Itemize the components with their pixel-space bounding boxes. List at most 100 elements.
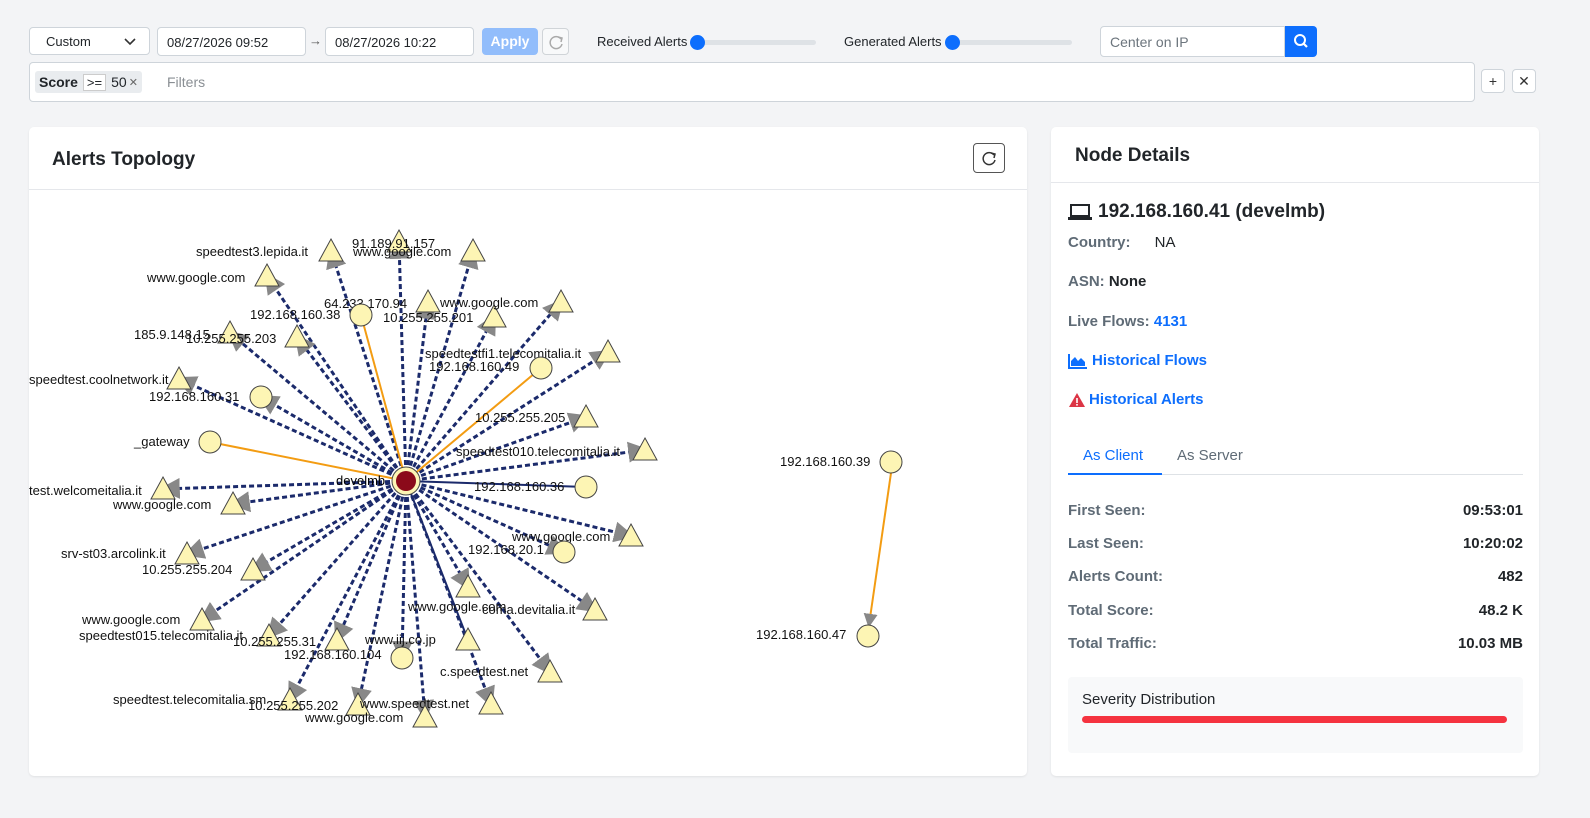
add-filter-button[interactable]: + xyxy=(1481,69,1505,93)
topology-node[interactable]: _gateway xyxy=(133,430,222,454)
topology-node[interactable]: www.iij.co.jp xyxy=(364,626,481,651)
topology-node[interactable]: www.speedtest.net xyxy=(359,690,504,715)
topology-node[interactable]: 91.189.91.157 xyxy=(352,228,435,253)
topology-node[interactable]: www.google.com xyxy=(304,703,438,728)
topology-node[interactable]: www.google.com xyxy=(407,573,506,614)
remote-node-triangle[interactable] xyxy=(618,522,644,547)
topology-node[interactable]: speedtest010.telecomitalia.it xyxy=(456,436,658,461)
search-button[interactable] xyxy=(1285,26,1317,57)
topology-node[interactable]: speedtest.telecomitalia.sm xyxy=(113,686,303,711)
host-node-circle[interactable] xyxy=(574,475,598,499)
remote-node-triangle[interactable] xyxy=(386,228,412,253)
remote-node-triangle[interactable] xyxy=(240,556,266,581)
host-node-circle[interactable] xyxy=(349,303,373,327)
remote-node-triangle[interactable] xyxy=(415,288,441,313)
remote-node-triangle[interactable] xyxy=(345,691,371,716)
tab-as-client[interactable]: As Client xyxy=(1083,447,1144,464)
remote-node-triangle[interactable] xyxy=(455,573,481,598)
remote-node-triangle[interactable] xyxy=(318,237,344,262)
remote-node-triangle[interactable] xyxy=(254,262,280,287)
topology-node[interactable]: 192.168.160.104 xyxy=(284,646,414,670)
topology-refresh-button[interactable] xyxy=(973,143,1005,173)
topology-node[interactable]: 10.255.255.202 xyxy=(248,691,371,716)
topology-node[interactable]: www.google.com xyxy=(112,490,246,515)
topology-node[interactable]: 192.168.160.39 xyxy=(780,450,903,474)
host-node-circle[interactable] xyxy=(198,430,222,454)
reset-button[interactable] xyxy=(542,28,569,55)
live-flows-link[interactable]: 4131 xyxy=(1153,313,1188,330)
received-alerts-slider-track[interactable] xyxy=(692,40,816,45)
topology-graph[interactable]: 91.189.91.157 speedtest3.lepida.it www.goo… xyxy=(29,190,1027,770)
topology-node[interactable]: srv-st03.arcolink.it xyxy=(61,540,200,565)
topology-node[interactable]: www.google.com xyxy=(439,288,574,313)
remote-node-triangle[interactable] xyxy=(412,703,438,728)
remote-node-triangle[interactable] xyxy=(277,686,303,711)
topology-node[interactable]: 192.168.160.36 xyxy=(474,475,598,499)
topology-node[interactable]: 192.168.160.49 xyxy=(429,356,553,380)
remote-node-triangle[interactable] xyxy=(582,596,608,621)
remote-node-triangle[interactable] xyxy=(256,622,282,647)
host-node-circle[interactable] xyxy=(856,624,880,648)
received-alerts-slider-handle[interactable] xyxy=(690,35,705,50)
remote-node-triangle[interactable] xyxy=(573,403,599,428)
clear-filters-button[interactable]: ✕ xyxy=(1512,69,1536,93)
remote-node-triangle[interactable] xyxy=(174,540,200,565)
filter-input[interactable]: Filters xyxy=(167,74,206,90)
topology-node[interactable]: 10.255.255.204 xyxy=(142,556,266,581)
host-node-circle[interactable] xyxy=(552,540,576,564)
host-node-circle[interactable] xyxy=(529,356,553,380)
remote-node-triangle[interactable] xyxy=(595,338,621,363)
topology-node[interactable]: www.google.com xyxy=(511,522,644,547)
historical-flows-link[interactable]: Historical Flows xyxy=(1068,352,1207,369)
remote-node-triangle[interactable] xyxy=(460,237,486,262)
topology-node[interactable]: 185.9.148.15 xyxy=(134,319,243,344)
topology-node[interactable]: c.speedtest.net xyxy=(440,658,563,683)
severity-bar[interactable] xyxy=(1082,716,1507,723)
remote-node-triangle[interactable] xyxy=(189,606,215,631)
date-from-input[interactable]: 08/27/2026 09:52 xyxy=(157,27,306,56)
generated-alerts-slider-handle[interactable] xyxy=(945,35,960,50)
center-node[interactable]: develmb xyxy=(336,466,421,496)
generated-alerts-slider-track[interactable] xyxy=(947,40,1072,45)
historical-alerts-link[interactable]: Historical Alerts xyxy=(1068,391,1204,408)
host-node-circle[interactable] xyxy=(390,646,414,670)
topology-node[interactable]: 10.255.255.205 xyxy=(475,403,599,428)
remote-node-triangle[interactable] xyxy=(284,323,310,348)
topology-node[interactable]: www.google.com xyxy=(81,606,215,631)
remote-node-triangle[interactable] xyxy=(150,475,176,500)
topology-node[interactable]: 192.168.20.1 xyxy=(468,540,576,564)
filter-bar[interactable]: Score >= 50 ✕ Filters xyxy=(29,62,1475,102)
remote-node-triangle[interactable] xyxy=(324,626,350,651)
remote-node-triangle[interactable] xyxy=(166,365,192,390)
topology-node[interactable]: coma.devitalia.it xyxy=(482,596,608,621)
remote-node-triangle[interactable] xyxy=(478,690,504,715)
topology-node[interactable]: 192.168.160.38 xyxy=(250,303,373,327)
topology-node[interactable]: 64.233.170.94 xyxy=(324,288,441,313)
host-node-circle[interactable] xyxy=(879,450,903,474)
remote-node-triangle[interactable] xyxy=(217,319,243,344)
center-ip-input[interactable]: Center on IP xyxy=(1100,26,1285,57)
topology-node[interactable]: 192.168.160.47 xyxy=(756,624,880,648)
topology-node[interactable]: 10.255.255.31 xyxy=(233,626,350,651)
remote-node-triangle[interactable] xyxy=(481,303,507,328)
apply-button[interactable]: Apply xyxy=(482,28,538,55)
topology-node[interactable]: 192.168.160.31 xyxy=(149,385,273,409)
remote-node-triangle[interactable] xyxy=(548,288,574,313)
close-icon[interactable]: ✕ xyxy=(128,76,138,89)
topology-node[interactable]: www.google.com xyxy=(352,237,486,262)
remote-node-triangle[interactable] xyxy=(537,658,563,683)
host-node-circle[interactable] xyxy=(249,385,273,409)
remote-node-triangle[interactable] xyxy=(455,626,481,651)
remote-node-triangle[interactable] xyxy=(220,490,246,515)
topology-node[interactable]: 10.255.255.203 xyxy=(186,323,310,348)
range-select[interactable]: Custom xyxy=(29,27,150,55)
filter-chip-score[interactable]: Score >= 50 ✕ xyxy=(35,71,142,93)
date-to-input[interactable]: 08/27/2026 10:22 xyxy=(325,27,474,56)
topology-node[interactable]: www.google.com xyxy=(146,262,280,287)
tab-as-server[interactable]: As Server xyxy=(1177,447,1243,464)
remote-node-triangle[interactable] xyxy=(632,436,658,461)
topology-node[interactable]: speedtest.coolnetwork.it xyxy=(29,365,192,390)
topology-node[interactable]: speedtest015.telecomitalia.it xyxy=(79,622,282,647)
topology-node[interactable]: test.welcomeitalia.it xyxy=(29,475,176,500)
topology-node[interactable]: 10.255.255.201 xyxy=(383,303,507,328)
